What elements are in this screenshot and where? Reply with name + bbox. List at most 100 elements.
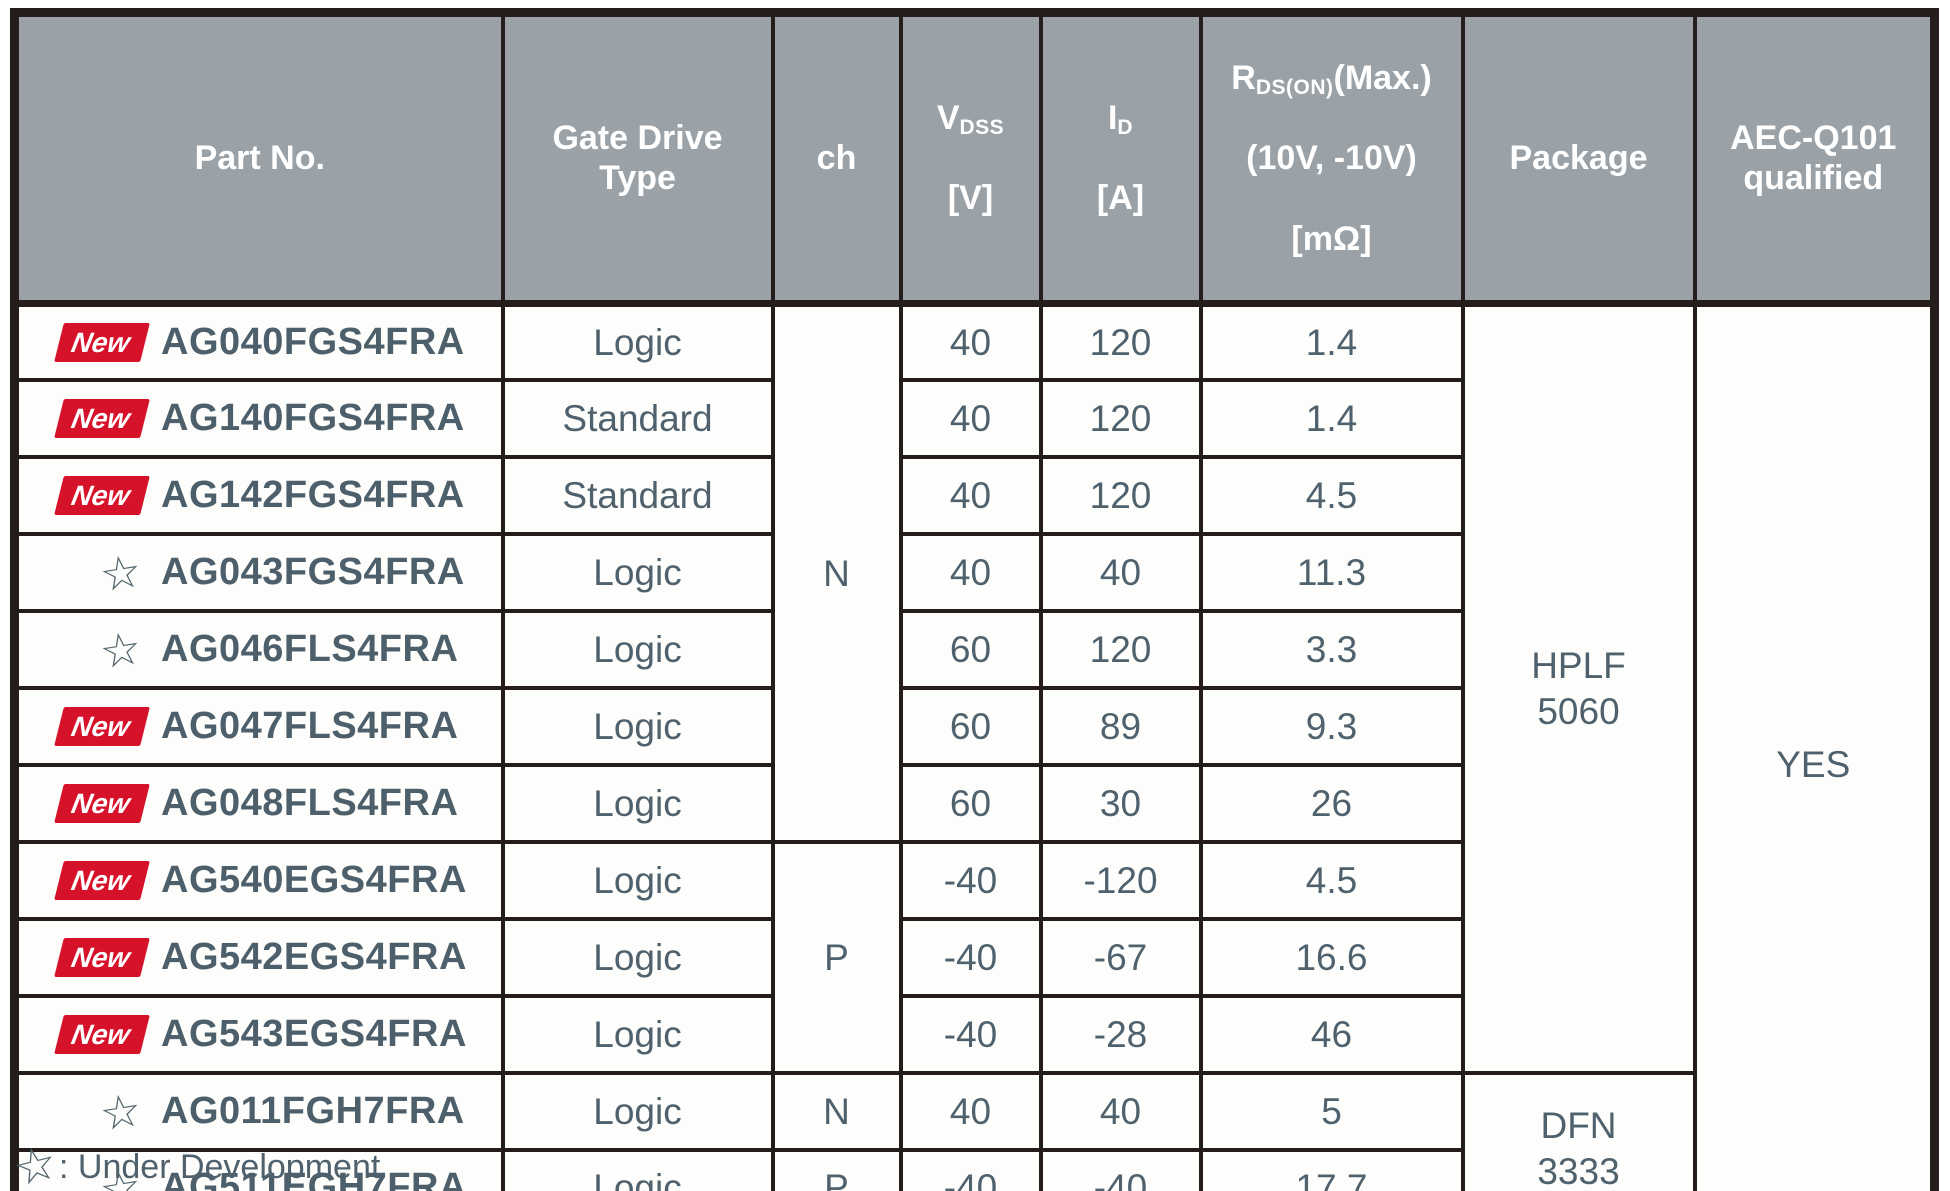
- id-cell: -28: [1038, 994, 1203, 1076]
- part-number: AG047FLS4FRA: [161, 705, 459, 748]
- col-header-vdss: VDSS [V]: [898, 10, 1043, 307]
- mosfet-spec-table: Part No. Gate Drive Type ch VDSS [V] ID …: [10, 8, 1939, 1191]
- gate-drive-type-cell: Logic: [500, 609, 775, 691]
- rds-on-cell: 16.6: [1198, 917, 1465, 999]
- rds-unit: [mΩ]: [1291, 219, 1372, 258]
- new-badge: New: [54, 399, 150, 439]
- star-icon: ☆: [8, 1135, 63, 1191]
- table-row: New AG040FGS4FRA Logic N 40 120 1.4 HPLF…: [12, 301, 1937, 1191]
- badge-area: ☆: [41, 544, 145, 602]
- vdss-cell: -40: [898, 1148, 1043, 1191]
- vdss-cell: 40: [898, 532, 1043, 614]
- part-number: AG040FGS4FRA: [161, 321, 465, 364]
- col-header-part-no: Part No.: [12, 10, 505, 307]
- gate-drive-type-cell: Logic: [500, 301, 775, 383]
- vdss-symbol: V: [936, 99, 960, 138]
- gate-drive-type-cell: Logic: [500, 994, 775, 1076]
- part-number: AG043FGS4FRA: [161, 551, 465, 594]
- part-cell: New AG540EGS4FRA: [12, 840, 505, 922]
- col-header-package: Package: [1460, 10, 1697, 307]
- vdss-cell: 60: [898, 763, 1043, 845]
- id-cell: 120: [1038, 455, 1203, 537]
- vdss-subscript: DSS: [959, 116, 1005, 140]
- table-row: ☆ AG011FGH7FRA Logic N 40 40 5 DFN 3333: [12, 1071, 1935, 1191]
- channel-cell: P: [770, 840, 903, 1076]
- col-header-ch: ch: [770, 10, 903, 307]
- header-row: Part No. Gate Drive Type ch VDSS [V] ID …: [12, 10, 1937, 307]
- id-cell: -40: [1038, 1148, 1203, 1191]
- id-cell: 120: [1038, 301, 1203, 383]
- part-number: AG540EGS4FRA: [161, 859, 467, 902]
- badge-area: New: [41, 784, 150, 824]
- rds-on-cell: 5: [1198, 1071, 1465, 1153]
- new-badge-label: New: [68, 1018, 133, 1050]
- id-cell: 120: [1038, 378, 1203, 460]
- badge-area: New: [41, 938, 150, 978]
- part-number: AG046FLS4FRA: [161, 628, 459, 671]
- table-row: ☆ AG043FGS4FRA Logic 40 40 11.3: [12, 532, 1935, 614]
- badge-area: New: [41, 476, 150, 516]
- col-header-id: ID [A]: [1038, 10, 1203, 307]
- badge-area: ☆: [41, 620, 145, 679]
- package-cell: HPLF 5060: [1460, 301, 1697, 1076]
- part-cell: ☆ AG511EGH7FRA: [12, 1148, 505, 1191]
- id-cell: -120: [1038, 840, 1203, 922]
- gate-drive-type-cell: Standard: [500, 378, 775, 460]
- table-row: ☆ AG046FLS4FRA Logic 60 120 3.3: [12, 609, 1935, 691]
- part-cell: ☆ AG043FGS4FRA: [12, 532, 505, 614]
- gate-drive-type-cell: Logic: [500, 763, 775, 845]
- part-number: AG542EGS4FRA: [161, 936, 467, 979]
- new-badge-label: New: [68, 710, 133, 742]
- table-row: New AG047FLS4FRA Logic 60 89 9.3: [12, 686, 1935, 768]
- part-cell: ☆ AG011FGH7FRA: [12, 1071, 505, 1153]
- channel-cell: N: [770, 1071, 903, 1153]
- badge-area: New: [41, 1015, 150, 1055]
- rds-on-cell: 4.5: [1198, 840, 1465, 922]
- gate-drive-type-cell: Logic: [500, 840, 775, 922]
- rds-on-cell: 46: [1198, 994, 1465, 1076]
- new-badge: New: [54, 323, 150, 363]
- part-number: AG011FGH7FRA: [161, 1090, 465, 1133]
- id-cell: 40: [1038, 532, 1203, 614]
- table-row: New AG140FGS4FRA Standard 40 120 1.4: [12, 378, 1935, 460]
- id-cell: -67: [1038, 917, 1203, 999]
- part-cell: New AG040FGS4FRA: [12, 301, 505, 383]
- part-cell: New AG142FGS4FRA: [12, 455, 505, 537]
- badge-area: New: [41, 707, 150, 747]
- id-cell: 120: [1038, 609, 1203, 691]
- package-cell: DFN 3333: [1460, 1071, 1697, 1191]
- rds-on-cell: 9.3: [1198, 686, 1465, 768]
- gate-drive-type-cell: Logic: [500, 1148, 775, 1191]
- part-cell: New AG543EGS4FRA: [12, 994, 505, 1076]
- vdss-cell: 40: [898, 455, 1043, 537]
- new-badge-label: New: [68, 864, 133, 896]
- rds-on-cell: 11.3: [1198, 532, 1465, 614]
- table-row: New AG540EGS4FRA Logic P -40 -120 4.5: [12, 840, 1935, 1076]
- vdss-unit: [V]: [947, 179, 994, 218]
- channel-cell: P: [770, 1148, 903, 1191]
- vdss-cell: -40: [898, 840, 1043, 922]
- table-row: ☆ AG511EGH7FRA Logic P -40 -40 17.7: [12, 1148, 1935, 1191]
- new-badge-label: New: [68, 941, 133, 973]
- part-number: AG048FLS4FRA: [161, 782, 459, 825]
- part-cell: New AG140FGS4FRA: [12, 378, 505, 460]
- col-header-gate-drive-type: Gate Drive Type: [500, 10, 775, 307]
- vdss-cell: 60: [898, 686, 1043, 768]
- vdss-cell: 60: [898, 609, 1043, 691]
- star-icon: ☆: [95, 1082, 145, 1141]
- new-badge: New: [54, 707, 150, 747]
- new-badge: New: [54, 784, 150, 824]
- id-cell: 30: [1038, 763, 1203, 845]
- vdss-cell: 40: [898, 1071, 1043, 1153]
- gate-drive-type-cell: Logic: [500, 532, 775, 614]
- rds-on-cell: 3.3: [1198, 609, 1465, 691]
- gate-drive-type-cell: Logic: [500, 686, 775, 768]
- new-badge-label: New: [68, 326, 133, 358]
- id-cell: 89: [1038, 686, 1203, 768]
- star-icon: ☆: [95, 620, 145, 679]
- part-number: AG140FGS4FRA: [161, 397, 465, 440]
- new-badge: New: [54, 1015, 150, 1055]
- table-row: New AG542EGS4FRA Logic -40 -67 16.6: [12, 917, 1935, 999]
- col-header-rds-on: RDS(ON)(Max.) (10V, -10V) [mΩ]: [1198, 10, 1465, 307]
